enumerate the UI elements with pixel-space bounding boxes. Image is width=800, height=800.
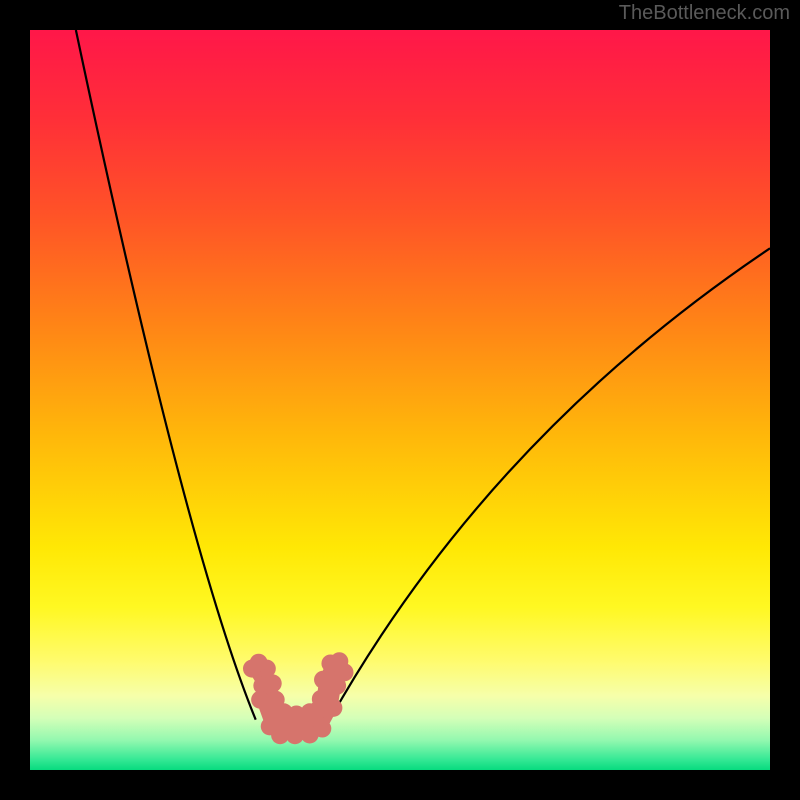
bottom-bead [250, 654, 268, 672]
plot-area [30, 30, 770, 770]
chart-svg [30, 30, 770, 770]
bottom-bead [314, 671, 332, 689]
bottom-bead [321, 654, 339, 672]
chart-container: TheBottleneck.com [0, 0, 800, 800]
bottom-bead [313, 720, 331, 738]
bottom-bead [251, 691, 269, 709]
gradient-background [30, 30, 770, 770]
watermark-text: TheBottleneck.com [619, 2, 790, 25]
bottom-bead [267, 691, 285, 709]
